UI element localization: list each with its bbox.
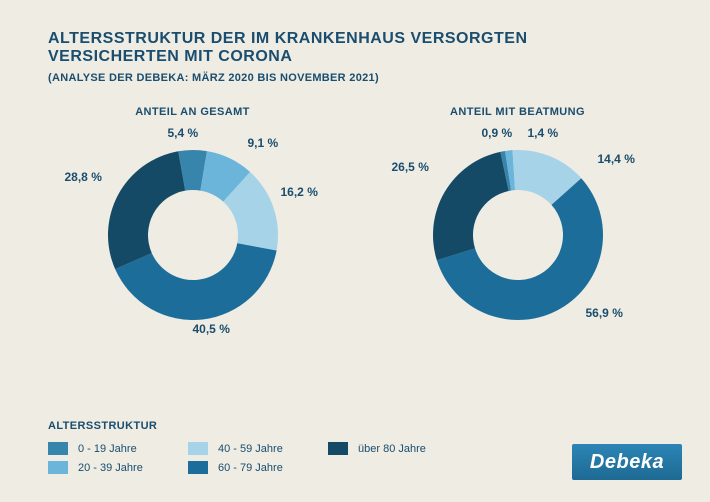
legend-label: 20 - 39 Jahre [78,462,143,474]
header: ALTERSSTRUKTUR DER IM KRANKENHAUS VERSOR… [0,0,710,84]
donut-gesamt: 5,4 %9,1 %16,2 %40,5 %28,8 % [63,130,323,340]
legend-swatch [48,442,68,455]
donut-svg [63,130,323,340]
legend-item: 0 - 19 Jahre [48,442,188,455]
page-title: ALTERSSTRUKTUR DER IM KRANKENHAUS VERSOR… [48,30,662,66]
legend-swatch [328,442,348,455]
segment-label: 56,9 % [586,306,623,320]
legend: ALTERSSTRUKTUR 0 - 19 Jahre 40 - 59 Jahre… [48,420,478,474]
segment-label: 14,4 % [598,152,635,166]
donut-beatmung: 0,9 %1,4 %14,4 %56,9 %26,5 % [388,130,648,340]
chart-block-gesamt: ANTEIL AN GESAMT 5,4 % 9,1 % 16,2 % 40,5 % 2… [30,106,355,340]
legend-item: über 80 Jahre [328,442,468,455]
legend-grid: 0 - 19 Jahre 40 - 59 Jahre über 80 Jahre 20… [48,442,478,474]
legend-swatch [188,442,208,455]
legend-swatch [188,461,208,474]
chart-title: ANTEIL AN GESAMT [30,106,355,118]
segment-label: 9,1 % [248,136,279,150]
donut-segment [107,151,184,269]
donut-segment [433,152,509,260]
legend-item: 40 - 59 Jahre [188,442,328,455]
legend-item: 60 - 79 Jahre [188,461,328,474]
legend-label: 40 - 59 Jahre [218,443,283,455]
legend-label: 0 - 19 Jahre [78,443,137,455]
legend-label: über 80 Jahre [358,443,426,455]
legend-swatch [48,461,68,474]
legend-label: 60 - 79 Jahre [218,462,283,474]
segment-label: 40,5 % [193,322,230,336]
charts-row: ANTEIL AN GESAMT 5,4 % 9,1 % 16,2 % 40,5 % 2… [0,84,710,340]
segment-label: 0,9 % [482,126,513,140]
logo-text: Debeka [590,451,664,474]
segment-label: 16,2 % [281,185,318,199]
legend-item: 20 - 39 Jahre [48,461,188,474]
page-subtitle: (ANALYSE DER DEBEKA: MÄRZ 2020 BIS NOVEM… [48,72,662,84]
debeka-logo: Debeka [572,444,682,480]
legend-title: ALTERSSTRUKTUR [48,420,478,432]
chart-title: ANTEIL MIT BEATMUNG [355,106,680,118]
segment-label: 5,4 % [168,126,199,140]
segment-label: 1,4 % [528,126,559,140]
segment-label: 26,5 % [392,160,429,174]
chart-block-beatmung: ANTEIL MIT BEATMUNG 0,9 % 1,4 % 14,4 % 56,9… [355,106,680,340]
segment-label: 28,8 % [65,170,102,184]
